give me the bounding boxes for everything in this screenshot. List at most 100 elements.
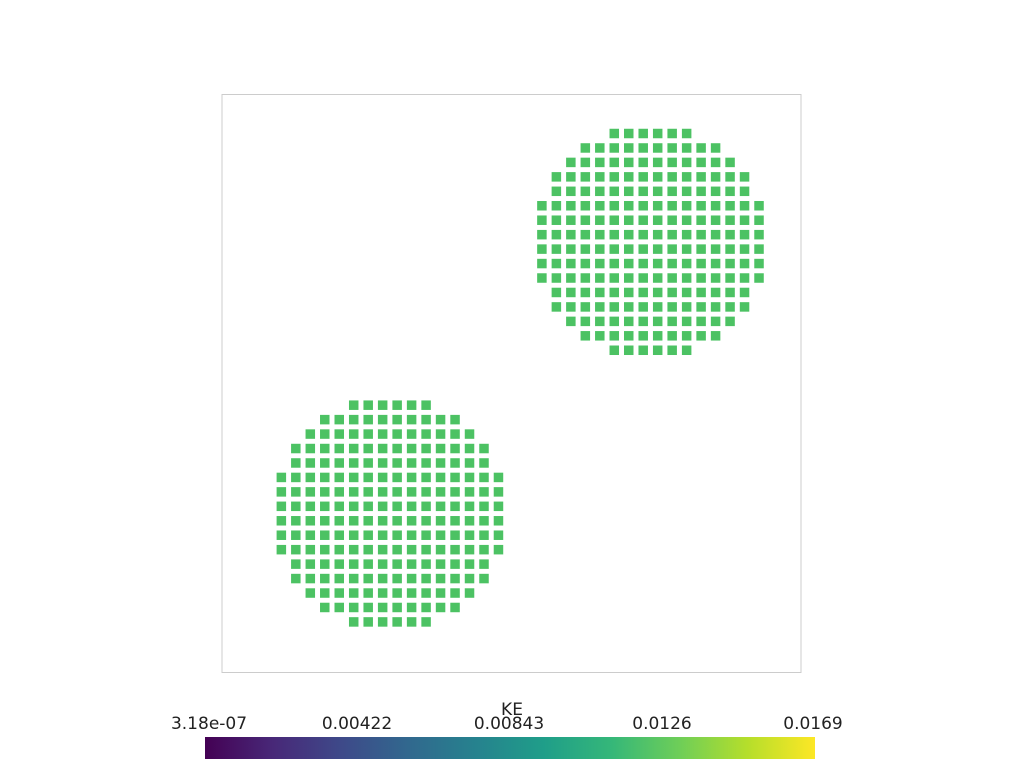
particle-point: [566, 273, 576, 283]
particle-point: [421, 573, 431, 584]
particle-point: [348, 617, 359, 627]
particle-point: [566, 302, 576, 312]
particle-point: [493, 472, 504, 483]
particle-point: [652, 201, 663, 211]
particle-point: [392, 472, 402, 483]
particle-point: [638, 229, 648, 240]
particle-point: [320, 443, 330, 454]
particle-point: [464, 516, 475, 526]
particle-point: [493, 516, 504, 526]
particle-point: [696, 201, 706, 211]
particle-point: [479, 487, 489, 497]
particle-point: [667, 186, 677, 197]
particle-point: [725, 186, 735, 197]
particle-point: [551, 229, 562, 240]
particle-point: [406, 429, 417, 439]
particle-point: [377, 573, 388, 584]
particle-point: [667, 229, 677, 240]
particle-point: [291, 559, 301, 569]
particle-point: [305, 573, 316, 584]
particle-point: [624, 345, 634, 356]
particle-point: [435, 530, 446, 540]
particle-point: [566, 186, 576, 197]
particle-point: [320, 472, 330, 483]
particle-point: [334, 559, 344, 569]
particle-point: [334, 516, 344, 526]
particle-point: [363, 617, 373, 627]
particle-point: [392, 429, 402, 439]
particle-point: [681, 186, 692, 197]
particle-point: [595, 316, 605, 327]
particle-point: [406, 516, 417, 526]
particle-point: [652, 244, 663, 254]
particle-point: [464, 458, 475, 468]
particle-point: [638, 287, 648, 298]
particle-point: [435, 573, 446, 584]
particle-point: [421, 443, 431, 454]
particle-point: [609, 229, 620, 240]
particle-point: [638, 215, 648, 225]
particle-point: [739, 201, 750, 211]
particle-point: [681, 287, 692, 298]
particle-point: [609, 331, 620, 341]
particle-point: [739, 229, 750, 240]
particle-point: [609, 244, 620, 254]
particle-point: [348, 414, 359, 425]
particle-point: [624, 287, 634, 298]
particle-point: [696, 316, 706, 327]
particle-point: [609, 258, 620, 269]
particle-point: [696, 244, 706, 254]
particle-points: [276, 128, 764, 627]
particle-point: [363, 501, 373, 512]
particle-point: [595, 201, 605, 211]
particle-point: [566, 258, 576, 269]
particle-point: [276, 501, 287, 512]
particle-point: [652, 143, 663, 153]
particle-point: [363, 400, 373, 410]
particle-point: [667, 157, 677, 168]
particle-point: [595, 302, 605, 312]
particle-point: [638, 128, 648, 139]
particle-point: [348, 544, 359, 555]
particle-point: [435, 588, 446, 598]
particle-point: [551, 215, 562, 225]
particle-point: [681, 143, 692, 153]
particle-point: [638, 244, 648, 254]
particle-point: [348, 443, 359, 454]
particle-point: [710, 143, 721, 153]
particle-point: [479, 544, 489, 555]
particle-point: [305, 530, 316, 540]
particle-point: [406, 443, 417, 454]
particle-point: [537, 258, 547, 269]
colorbar-tick-2: 0.00843: [473, 714, 545, 734]
particle-point: [377, 414, 388, 425]
particle-point: [681, 273, 692, 283]
particle-point: [320, 530, 330, 540]
particle-point: [450, 443, 460, 454]
particle-point: [305, 516, 316, 526]
particle-point: [392, 501, 402, 512]
particle-point: [537, 244, 547, 254]
particle-point: [421, 602, 431, 613]
particle-point: [276, 530, 287, 540]
particle-point: [739, 186, 750, 197]
particle-point: [450, 487, 460, 497]
particle-point: [580, 287, 591, 298]
particle-point: [450, 559, 460, 569]
particle-point: [464, 573, 475, 584]
particle-point: [435, 501, 446, 512]
particle-point: [609, 316, 620, 327]
particle-point: [450, 501, 460, 512]
particle-point: [305, 559, 316, 569]
particle-point: [320, 602, 330, 613]
particle-point: [710, 157, 721, 168]
particle-point: [566, 316, 576, 327]
particle-point: [334, 602, 344, 613]
particle-point: [537, 229, 547, 240]
particle-point: [421, 487, 431, 497]
particle-point: [291, 530, 301, 540]
particle-point: [754, 258, 764, 269]
particle-point: [435, 487, 446, 497]
particle-point: [754, 273, 764, 283]
particle-point: [348, 559, 359, 569]
